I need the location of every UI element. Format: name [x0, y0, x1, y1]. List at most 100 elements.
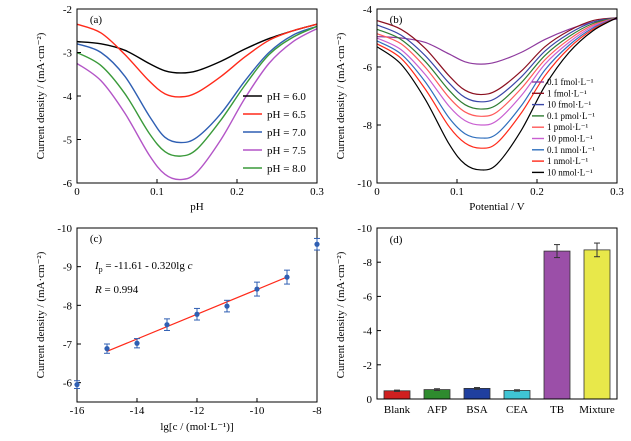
y-axis-label: Current density / (mA·cm⁻²): [335, 32, 347, 159]
legend-label-2: pH = 7.0: [267, 127, 306, 139]
y-tick-label: -8: [363, 257, 373, 269]
x-tick-label: -12: [190, 405, 205, 417]
line-series-3: [376, 17, 618, 110]
r-symbol: R: [94, 284, 102, 296]
bar-2: [463, 387, 491, 400]
fit-equation: Ip = -11.61 - 0.320lg c: [94, 260, 193, 274]
legend-label-7: 1 nmol·L⁻¹: [547, 156, 588, 166]
data-point: [104, 346, 110, 352]
line-series-4: [376, 17, 618, 117]
bar-4: [543, 250, 571, 400]
x-axis-label: Potential / V: [469, 201, 524, 213]
x-tick-label: -14: [130, 405, 145, 417]
data-point: [134, 340, 140, 346]
x-tick-label: 0.3: [310, 186, 324, 198]
x-tick-label: 0: [74, 186, 80, 198]
line-series-5: [376, 17, 618, 126]
y-tick-label: -5: [63, 135, 73, 147]
bar-5: [583, 249, 611, 400]
line-series-1: [76, 23, 318, 98]
legend-label-5: 10 pmol·L⁻¹: [547, 134, 593, 144]
panel-a: 0 0.1 0.2 0.3 -6 -5 -4 -3 -2 pH Current density / …: [35, 4, 324, 213]
category-label: BSA: [466, 404, 487, 416]
data-point: [164, 322, 170, 328]
equation-symbol: I: [94, 260, 100, 272]
legend-label-4: 1 pmol·L⁻¹: [547, 122, 588, 132]
equation-var: c: [188, 260, 193, 272]
legend-label-1: pH = 6.5: [267, 109, 306, 121]
category-label: Mixture: [579, 404, 615, 416]
y-tick-label: -4: [63, 91, 73, 103]
r-value: R = 0.994: [94, 284, 139, 296]
legend-label-3: 0.1 pmol·L⁻¹: [547, 111, 595, 121]
data-point: [74, 382, 80, 388]
line-series-0: [76, 23, 318, 74]
legend-label-8: 10 nmol·L⁻¹: [547, 167, 593, 177]
x-tick-label: 0.1: [150, 186, 164, 198]
data-point: [224, 303, 230, 309]
line-series-4: [76, 25, 318, 157]
y-tick-label: -3: [63, 48, 73, 60]
x-axis-label: lg[c / (mol·L⁻¹)]: [160, 421, 233, 433]
panel-b: 0 0.1 0.2 0.3 -10 -8 -6 -4 Potential / V Current …: [335, 4, 624, 213]
legend-label-0: pH = 6.0: [267, 91, 306, 103]
category-label: CEA: [506, 404, 528, 416]
panel-d-frame: [376, 227, 618, 400]
y-tick-label: -2: [363, 360, 372, 372]
data-point: [254, 286, 260, 292]
data-point: [284, 274, 290, 280]
panel-label: (c): [90, 233, 103, 245]
data-point: [194, 311, 200, 317]
y-tick-label: 0: [367, 394, 373, 406]
x-tick-label: -10: [250, 405, 265, 417]
bar-0: [383, 390, 411, 400]
line-series-2: [76, 25, 318, 144]
panel-label: (b): [390, 14, 403, 26]
equation-subscript: p: [99, 265, 103, 274]
legend-label-0: 0.1 fmol·L⁻¹: [547, 77, 594, 87]
r-number: = 0.994: [102, 284, 139, 296]
category-label: Blank: [384, 404, 411, 416]
y-tick-label: -6: [363, 62, 373, 74]
bar-1: [423, 389, 451, 400]
category-label: TB: [550, 404, 564, 416]
y-tick-label: -4: [363, 4, 373, 16]
legend-label-3: pH = 7.5: [267, 145, 306, 157]
y-tick-label: -9: [63, 262, 73, 274]
x-tick-label: 0.1: [450, 186, 464, 198]
panel-b-frame: [376, 8, 618, 184]
y-axis-label: Current density / (mA·cm⁻²): [35, 32, 47, 159]
legend-label-6: 0.1 nmol·L⁻¹: [547, 145, 595, 155]
x-tick-label: 0.2: [230, 186, 244, 198]
category-label: AFP: [427, 404, 447, 416]
x-axis-label: pH: [190, 201, 204, 213]
y-axis-label: Current density / (mA·cm⁻²): [35, 251, 47, 378]
line-series-0: [376, 18, 618, 65]
data-point: [314, 241, 320, 247]
x-tick-label: -16: [70, 405, 85, 417]
y-tick-label: -2: [63, 4, 72, 16]
panel-label: (a): [90, 14, 103, 26]
equation-body: = -11.61 - 0.320lg: [103, 260, 188, 272]
y-axis-label: Current density / (mA·cm⁻²): [335, 251, 347, 378]
panel-d: Blank AFP BSA CEA TB Mixture 0 -2 -4 -6 -8 -10 Curre…: [335, 223, 618, 416]
panel-c: -16 -14 -12 -10 -8 -6 -7 -8 -9 -10 lg[c / (mol·L⁻¹…: [35, 223, 322, 433]
y-tick-label: -10: [357, 223, 372, 235]
line-series-3: [76, 27, 318, 181]
y-tick-label: -6: [63, 378, 73, 390]
panel-label: (d): [390, 234, 403, 246]
y-tick-label: -8: [63, 300, 73, 312]
legend-label-1: 1 fmol·L⁻¹: [547, 88, 587, 98]
legend-label-2: 10 fmol·L⁻¹: [547, 100, 591, 110]
y-tick-label: -7: [63, 339, 73, 351]
line-series-8: [376, 17, 618, 171]
line-series-6: [376, 17, 618, 139]
x-tick-label: 0.3: [610, 186, 624, 198]
y-tick-label: -10: [57, 223, 72, 235]
line-series-2: [376, 17, 618, 103]
x-tick-label: -8: [312, 405, 322, 417]
y-tick-label: -6: [63, 178, 73, 190]
y-tick-label: -10: [357, 178, 372, 190]
legend-label-4: pH = 8.0: [267, 163, 306, 175]
